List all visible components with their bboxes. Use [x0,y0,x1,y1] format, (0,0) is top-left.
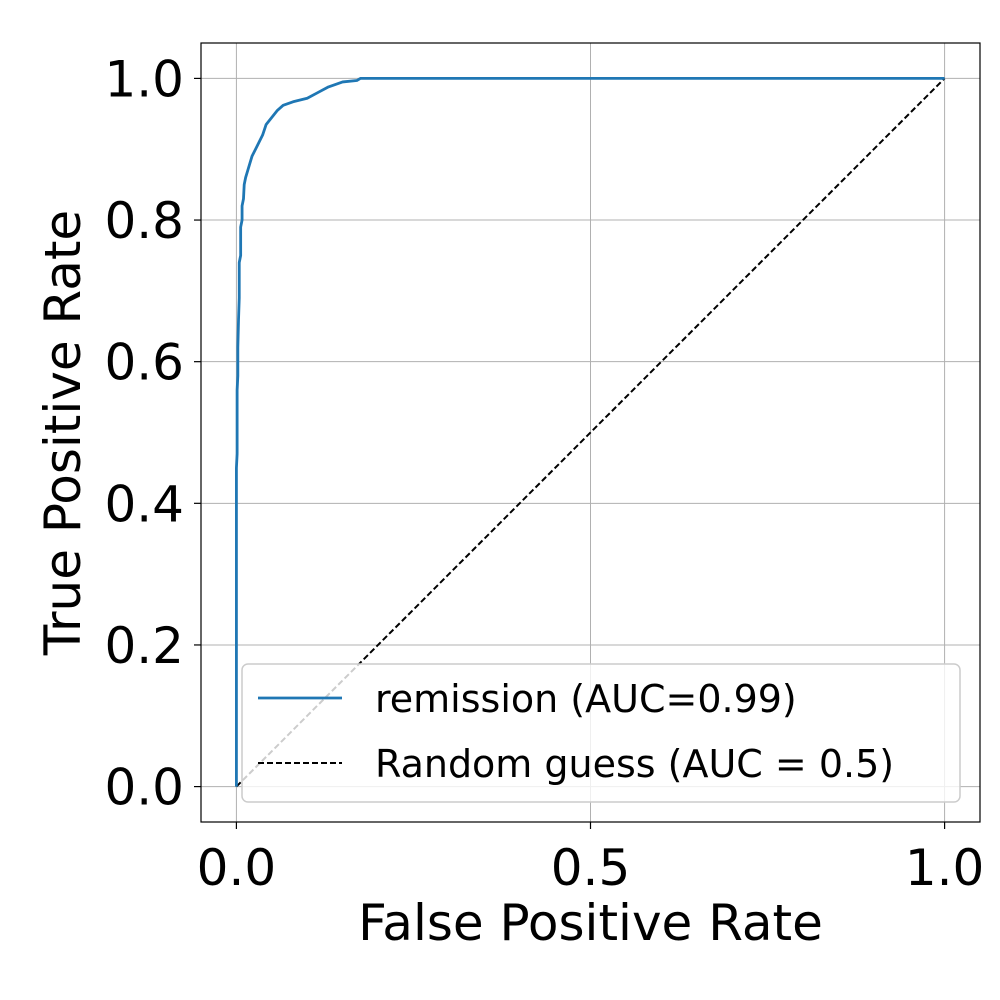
y-tick-label: 1.0 [104,50,184,108]
y-tick-label: 0.0 [104,759,184,817]
legend-box [241,663,961,803]
y-tick-label: 0.2 [104,617,184,675]
x-tick-label: 1.0 [905,839,985,897]
x-axis-label: False Positive Rate [358,894,823,952]
y-tick-label: 0.6 [104,334,184,392]
roc-curve-remission [235,77,945,787]
legend-label-remission: remission (AUC=0.99) [375,677,797,721]
axis-ticks: 0.0 0.5 1.0 0.0 0.2 0.4 0.6 0.8 1.0 [104,50,984,897]
y-tick-label: 0.4 [104,475,184,533]
x-tick-label: 0.0 [197,839,277,897]
legend: remission (AUC=0.99) Random guess (AUC =… [241,663,961,803]
y-tick-label: 0.8 [104,192,184,250]
y-axis-label: True Positive Rate [34,210,92,656]
legend-label-random-guess: Random guess (AUC = 0.5) [375,742,894,786]
x-tick-label: 0.5 [551,839,631,897]
